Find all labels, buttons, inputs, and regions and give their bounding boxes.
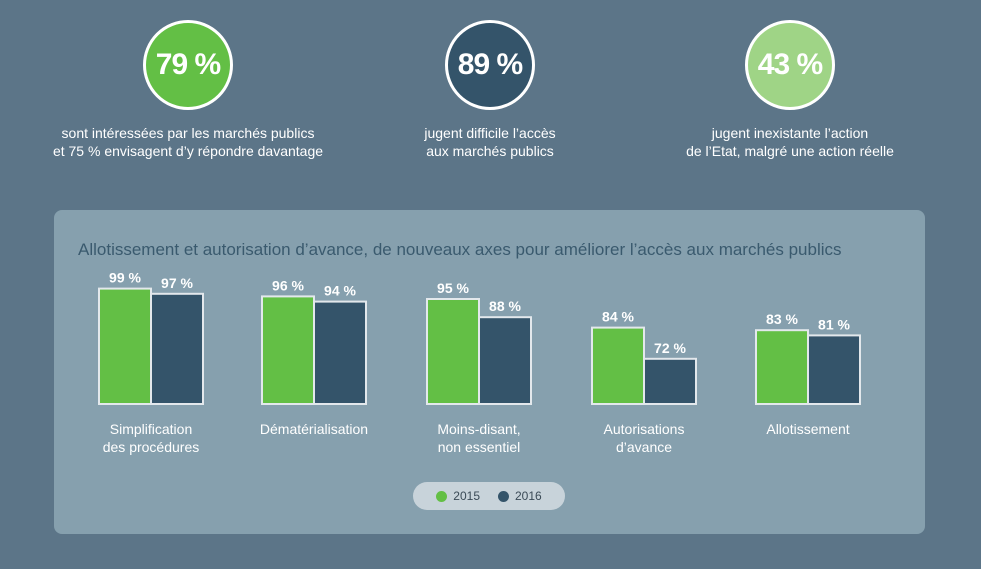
bar-label-2016-1: 94 % [324,283,356,299]
legend-label-2015: 2015 [453,489,480,503]
bar-label-2015-1: 96 % [272,277,304,293]
category-label-2-1: non essentiel [438,439,521,455]
stat-circle-3: 43 % [745,20,835,110]
stat-block-2: 89 % jugent difficile l’accès aux marché… [330,20,650,160]
stat-caption-2-line1: jugent difficile l’accès [424,125,556,141]
category-label-4-0: Allotissement [766,421,849,437]
stat-caption-2: jugent difficile l’accès aux marchés pub… [330,124,650,160]
bar-label-2015-4: 83 % [766,311,798,327]
stat-caption-2-line2: aux marchés publics [426,143,554,159]
category-label-1-0: Dématérialisation [260,421,368,437]
bar-2015-4 [755,329,809,405]
category-label-0-1: des procédures [103,439,200,455]
bar-label-2016-3: 72 % [654,340,686,356]
legend-swatch-2016 [498,490,509,502]
bar-label-2015-2: 95 % [437,280,469,296]
bar-label-2016-2: 88 % [489,298,521,314]
bar-label-2016-4: 81 % [818,316,850,332]
category-label-3-0: Autorisations [604,421,685,437]
bar-2016-2 [478,316,532,405]
stat-caption-3: jugent inexistante l’action de l’Etat, m… [630,124,950,160]
bar-chart: 99 % 97 % Simplification des procédures 96 %… [98,270,861,455]
bar-label-2015-3: 84 % [602,309,634,325]
bar-2015-0 [98,287,152,405]
category-label-2-0: Moins-disant, [437,421,520,437]
chart-title: Allotissement et autorisation d’avance, … [78,240,842,259]
category-label-3-1: d’avance [616,439,672,455]
bar-2016-3 [643,357,697,406]
chart-legend: 2015 2016 [413,482,565,510]
stat-caption-1-line1: sont intéressées par les marchés publics [61,125,315,141]
legend-item-2016[interactable]: 2016 [498,489,542,503]
legend-item-2015[interactable]: 2015 [436,489,480,503]
stat-caption-1: sont intéressées par les marchés publics… [28,124,348,160]
bar-2016-4 [807,334,861,405]
bar-label-2015-0: 99 % [109,270,141,286]
stat-block-3: 43 % jugent inexistante l’action de l’Et… [630,20,950,160]
legend-label-2016: 2016 [515,489,542,503]
bar-label-2016-0: 97 % [161,275,193,291]
category-label-0-0: Simplification [110,421,192,437]
bar-2015-2 [426,298,480,405]
stat-circle-1: 79 % [143,20,233,110]
stat-circle-2: 89 % [445,20,535,110]
chart-panel: Allotissement et autorisation d’avance, … [54,210,925,534]
bar-2015-3 [591,326,645,405]
bar-2015-1 [261,295,315,405]
bar-2016-0 [150,292,204,405]
stat-caption-3-line2: de l’Etat, malgré une action réelle [686,143,894,159]
bar-2016-1 [313,300,367,405]
stat-block-1: 79 % sont intéressées par les marchés pu… [28,20,348,160]
legend-swatch-2015 [436,490,448,502]
stat-caption-3-line1: jugent inexistante l’action [711,125,869,141]
stat-caption-1-line2: et 75 % envisagent d’y répondre davantag… [52,143,324,159]
